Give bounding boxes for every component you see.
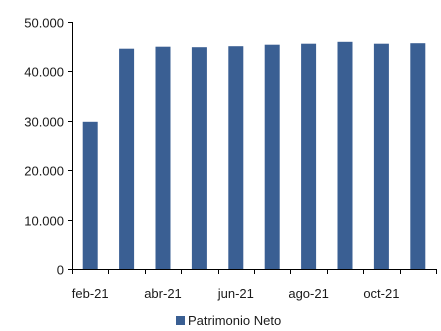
bar: [265, 45, 280, 269]
x-tick-label: oct-21: [363, 286, 399, 301]
bar: [228, 46, 243, 269]
bar: [338, 42, 353, 269]
legend: Patrimonio Neto: [176, 313, 281, 328]
x-axis-labels: feb-21 abr-21 jun-21 ago-21 oct-21: [72, 286, 400, 301]
y-tick-label: 0: [57, 263, 64, 278]
y-axis-labels: 0 10.000 20.000 30.000 40.000 50.000: [24, 16, 64, 278]
legend-swatch: [176, 316, 185, 325]
y-tick-label: 30.000: [24, 115, 64, 130]
x-tick-label: jun-21: [217, 286, 254, 301]
y-tick-label: 10.000: [24, 214, 64, 229]
x-tick-label: ago-21: [288, 286, 328, 301]
bar: [83, 122, 98, 269]
bar: [410, 43, 425, 269]
y-tick-label: 40.000: [24, 65, 64, 80]
y-axis-ticks: [68, 23, 72, 270]
x-tick-label: feb-21: [72, 286, 109, 301]
y-tick-label: 20.000: [24, 164, 64, 179]
bars: [83, 42, 426, 269]
legend-label: Patrimonio Neto: [188, 313, 281, 328]
bar: [374, 44, 389, 269]
bar: [192, 47, 207, 269]
x-tick-label: abr-21: [144, 286, 182, 301]
bar: [301, 44, 316, 269]
y-tick-label: 50.000: [24, 16, 64, 31]
bar: [156, 47, 171, 269]
bar: [119, 49, 134, 269]
